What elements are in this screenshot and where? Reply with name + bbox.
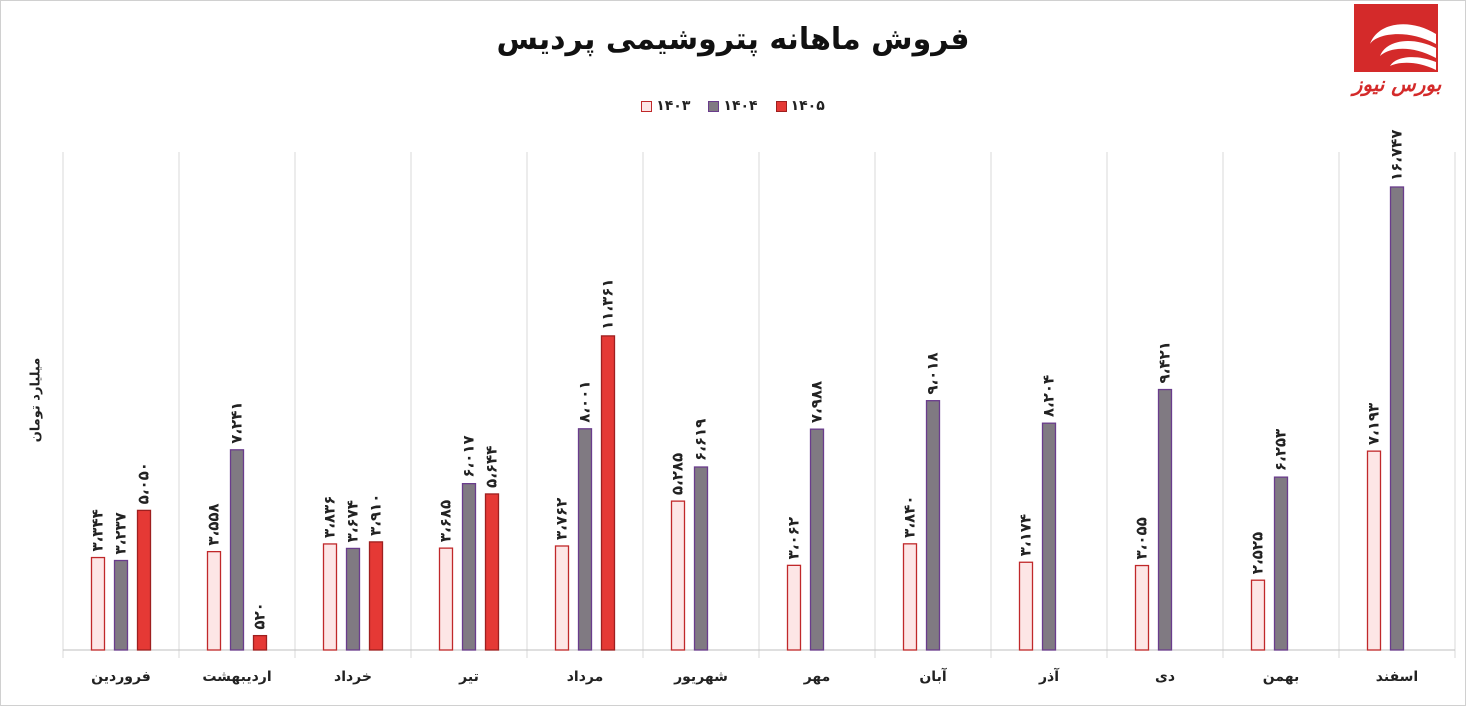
bar [554, 545, 570, 651]
bar [484, 493, 500, 651]
bar [1157, 388, 1173, 651]
data-label: ۷،۹۸۸ [808, 381, 826, 423]
data-label: ۳،۶۷۴ [344, 500, 362, 542]
x-tick-label: اردیبهشت [202, 669, 271, 685]
x-tick-label: تیر [458, 669, 479, 685]
bar [206, 550, 222, 651]
data-label: ۳،۱۷۴ [1017, 514, 1035, 556]
data-label: ۷،۱۹۳ [1365, 403, 1383, 445]
legend-item-1403: ۱۴۰۳ [641, 98, 690, 114]
data-label: ۳،۹۱۰ [367, 494, 385, 536]
data-label: ۳،۸۳۶ [321, 496, 339, 538]
x-tick-label: شهریور [673, 669, 728, 685]
bar [1134, 564, 1150, 651]
x-tick-label: مرداد [567, 669, 604, 685]
data-label: ۶،۶۱۹ [692, 419, 710, 461]
data-label: ۱۱،۳۶۱ [599, 278, 617, 329]
data-label: ۳،۳۴۴ [89, 509, 107, 551]
legend-item-1404: ۱۴۰۴ [708, 98, 758, 114]
bar [252, 634, 268, 651]
bar [577, 428, 593, 651]
data-label: ۵،۶۴۴ [483, 446, 501, 488]
bar [90, 556, 106, 651]
legend-swatch-1403 [641, 100, 653, 112]
data-label: ۵،۲۸۵ [669, 453, 687, 495]
bar [461, 482, 477, 651]
x-tick-label: آبان [919, 667, 947, 685]
data-label: ۸،۰۰۱ [576, 380, 594, 422]
x-tick-label: آذر [1038, 667, 1060, 685]
bar [1250, 579, 1266, 651]
data-label: ۳،۰۶۲ [785, 517, 803, 559]
x-tick-label: بهمن [1263, 669, 1299, 685]
chart-title: فروش ماهانه پتروشیمی پردیس [496, 22, 970, 57]
data-label: ۲،۵۲۵ [1249, 532, 1267, 574]
data-label: ۵،۰۵۰ [135, 462, 153, 504]
data-label: ۳،۲۳۷ [112, 512, 130, 554]
bourse-news-logo [1354, 4, 1438, 72]
data-label: ۸،۲۰۴ [1040, 375, 1058, 417]
x-tick-label: مهر [803, 669, 831, 685]
data-label: ۷،۲۴۱ [228, 401, 246, 443]
bar [229, 449, 245, 651]
data-label: ۶،۲۵۳ [1272, 429, 1290, 471]
bar [322, 543, 338, 651]
bar [925, 400, 941, 651]
bar [693, 466, 709, 651]
bar [1273, 476, 1289, 651]
data-label: ۳،۷۶۲ [553, 498, 571, 540]
bar [1041, 422, 1057, 651]
legend-swatch-1405 [775, 100, 787, 112]
x-tick-label: خرداد [334, 669, 372, 685]
bar [786, 564, 802, 651]
bar [1366, 450, 1382, 651]
legend-swatch-1404 [708, 100, 720, 112]
legend-label-1403: ۱۴۰۳ [656, 98, 691, 114]
data-label: ۶،۰۱۷ [460, 435, 478, 477]
data-label: ۳،۰۵۵ [1133, 517, 1151, 559]
bar [902, 543, 918, 651]
data-label: ۹،۰۱۸ [924, 352, 942, 394]
data-label: ۳،۶۸۵ [437, 500, 455, 542]
data-label: ۳،۸۴۰ [901, 496, 919, 538]
legend-item-1405: ۱۴۰۵ [775, 98, 825, 114]
chart-legend: ۱۴۰۳ ۱۴۰۴ ۱۴۰۵ [0, 98, 1466, 114]
x-tick-label: اسفند [1376, 669, 1418, 685]
data-label: ۵۲۰ [251, 602, 269, 629]
bar [136, 509, 152, 651]
legend-label-1405: ۱۴۰۵ [790, 98, 825, 114]
bar [1018, 561, 1034, 651]
data-label: ۹،۴۲۱ [1156, 341, 1174, 383]
bar [670, 500, 686, 651]
x-tick-label: فروردین [91, 669, 151, 685]
bar [368, 541, 384, 651]
data-label: ۱۶،۷۴۷ [1388, 130, 1406, 181]
bar [113, 559, 129, 651]
bar [809, 428, 825, 651]
x-tick-label: دی [1155, 669, 1175, 685]
bar [438, 547, 454, 651]
bar [345, 547, 361, 651]
bar [600, 335, 616, 651]
bar [1389, 186, 1405, 651]
logo-text: بورس نیوز [1352, 72, 1442, 96]
legend-label-1404: ۱۴۰۴ [723, 98, 758, 114]
data-label: ۳،۵۵۸ [205, 503, 223, 545]
